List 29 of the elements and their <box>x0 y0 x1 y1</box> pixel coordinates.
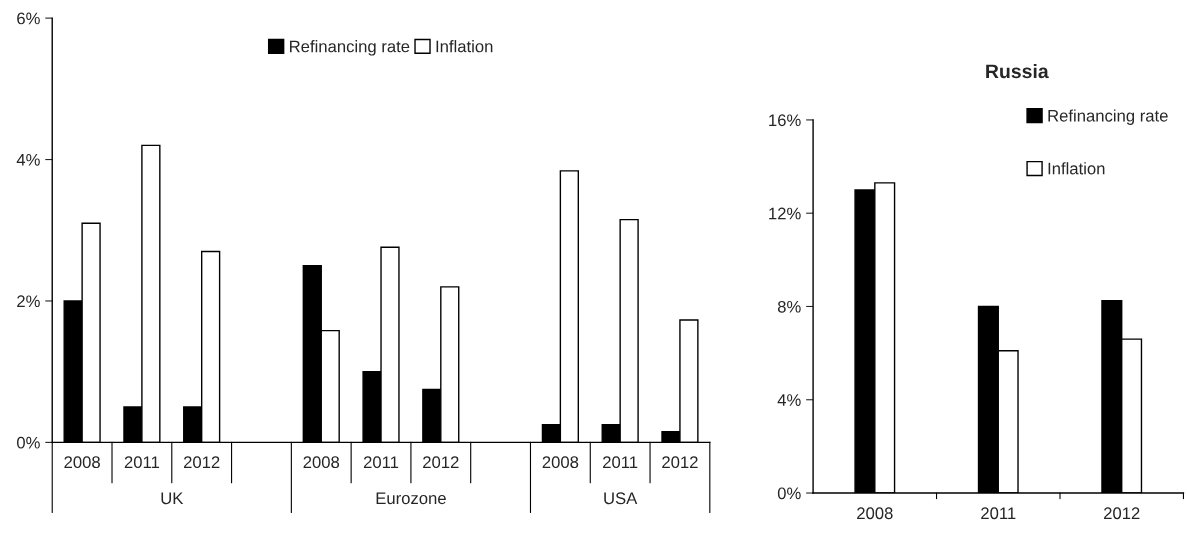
y-tick-label: 4% <box>777 394 801 406</box>
text: UK <box>161 492 184 505</box>
x-tick-label: 2008 <box>542 456 579 469</box>
x-tick-label: 2008 <box>857 507 893 520</box>
legend-label: Refinancing rate <box>290 40 410 56</box>
y-tick-label: 12% <box>769 207 801 220</box>
x-tick-label: 2011 <box>981 507 1016 520</box>
y-tick-label: 2% <box>17 295 40 308</box>
y-tick-label: 0% <box>16 436 40 449</box>
legend-label: Inflation <box>436 40 493 53</box>
legend-label: Inflation <box>1048 162 1105 175</box>
text: USA <box>604 492 638 505</box>
x-tick-label: 2012 <box>1104 507 1140 520</box>
y-tick-label: 4% <box>16 154 40 166</box>
x-tick-label: 2008 <box>64 456 100 469</box>
text: Eurozone <box>376 492 446 505</box>
x-tick-label: 2012 <box>662 456 698 469</box>
y-tick-label: 6% <box>17 12 40 25</box>
chart-title: Russia <box>986 63 1049 79</box>
x-tick-label: 2011 <box>124 456 160 469</box>
x-tick-label: 2011 <box>603 456 638 469</box>
y-tick-label: 0% <box>777 487 801 500</box>
y-tick-label: 8% <box>777 300 801 313</box>
x-tick-label: 2008 <box>303 456 340 469</box>
legend-label: Refinancing rate <box>1048 109 1168 125</box>
x-tick-label: 2011 <box>363 456 399 469</box>
x-tick-label: 2012 <box>423 456 459 469</box>
y-tick-label: 16% <box>769 114 801 127</box>
x-tick-label: 2012 <box>183 456 220 469</box>
